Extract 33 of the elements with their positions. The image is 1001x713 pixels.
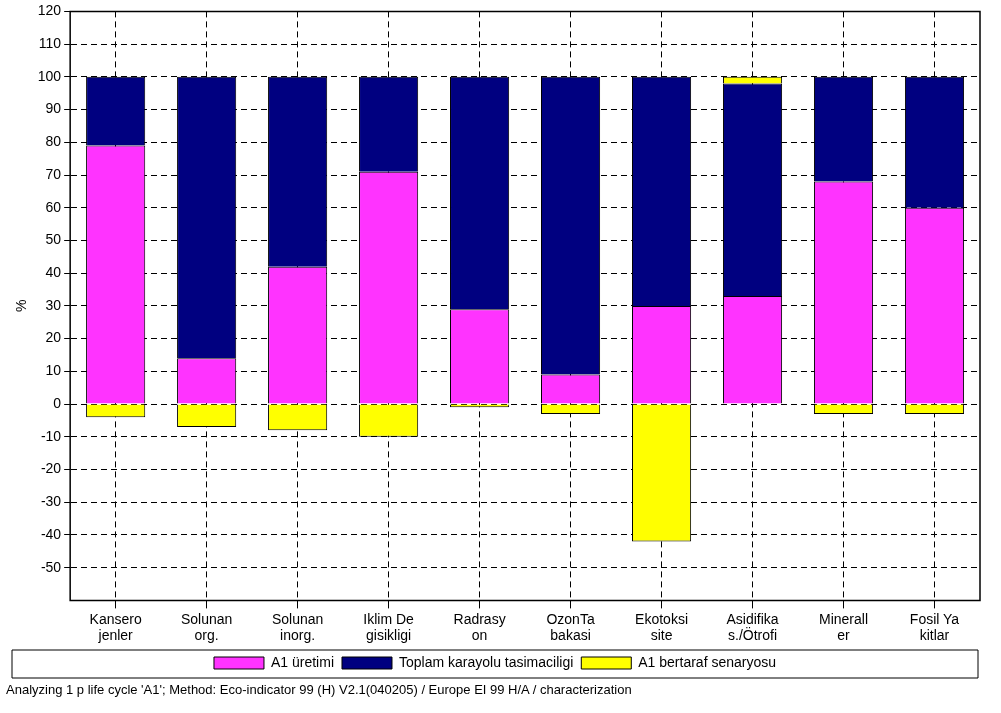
y-tick-label: -50 <box>40 558 62 575</box>
x-tick-label: Solunan inorg. <box>271 610 324 644</box>
y-tick-label: -10 <box>40 427 62 444</box>
legend-label: A1 üretimi <box>270 653 334 670</box>
y-axis-title: % <box>13 299 30 313</box>
x-tick-label: OzonTa bakasi <box>546 610 595 644</box>
legend-label: A1 bertaraf senaryosu <box>638 653 777 670</box>
y-tick-label: 40 <box>45 264 62 281</box>
y-tick-label: -40 <box>40 525 62 542</box>
x-tick-label: Iklim De gisikligi <box>363 610 415 644</box>
y-tick-label: 20 <box>45 329 62 346</box>
x-tick-label: Radrasy on <box>453 610 506 644</box>
y-tick-label: 10 <box>45 362 62 379</box>
x-tick-label: Fosil Ya kitlar <box>909 610 960 644</box>
x-tick-label: Asidifika s./Ötrofi <box>726 610 779 644</box>
y-tick-label: 50 <box>45 231 62 248</box>
x-tick-label: Minerall er <box>819 610 869 644</box>
y-tick-label: 0 <box>53 394 62 411</box>
x-tick-label: Solunan org. <box>180 610 233 644</box>
y-tick-label: 80 <box>45 133 62 150</box>
text: Analyzing 1 p life cycle 'A1'; Method: Eco-indicator 99 (H) V2.1(040205) / Europe EI 99 H/A / characterization <box>5 681 633 697</box>
y-tick-label: 70 <box>45 165 62 182</box>
legend-label: Toplam karayolu tasimaciligi <box>398 653 574 670</box>
y-tick-label: 100 <box>37 67 62 84</box>
y-tick-label: 60 <box>45 198 62 215</box>
y-tick-label: 110 <box>38 34 62 51</box>
y-tick-label: -30 <box>40 493 62 510</box>
x-tick-label: Kansero jenler <box>89 610 142 644</box>
y-tick-label: 120 <box>37 2 62 19</box>
x-tick-label: Ekotoksi site <box>635 610 689 644</box>
y-tick-label: -20 <box>40 460 62 477</box>
y-tick-label: 30 <box>45 296 62 313</box>
y-tick-label: 90 <box>45 100 62 117</box>
